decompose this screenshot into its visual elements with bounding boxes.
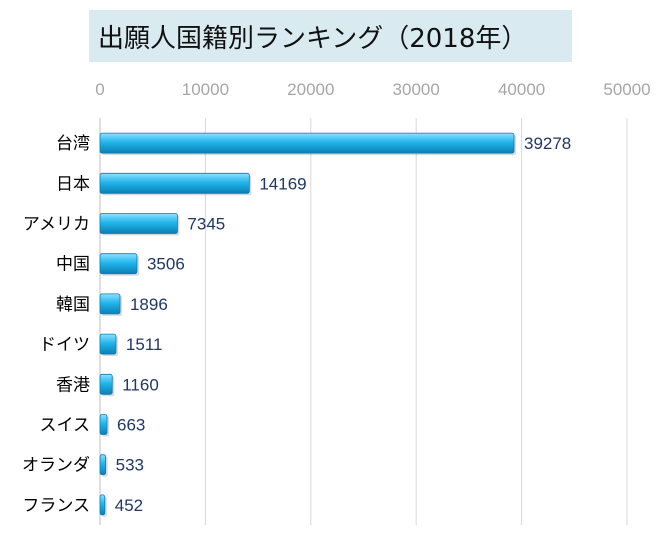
value-label: 7345	[187, 215, 225, 234]
value-label: 1511	[126, 335, 163, 354]
bar-10	[99, 494, 106, 516]
category-label: オランダ	[22, 456, 90, 476]
category-label: フランス	[22, 496, 90, 516]
value-label: 39278	[524, 134, 571, 153]
category-label: 香港	[56, 375, 90, 395]
x-tick-label: 50000	[603, 80, 650, 99]
value-label: 533	[116, 456, 144, 475]
category-label: ドイツ	[39, 335, 90, 355]
bar-2	[99, 172, 250, 194]
bar-7	[99, 373, 113, 395]
value-label: 663	[117, 416, 145, 435]
category-label: 中国	[56, 255, 90, 275]
bar-6	[99, 333, 117, 355]
value-label: 1160	[122, 375, 159, 394]
bar-8	[99, 414, 108, 435]
x-tick-label: 30000	[393, 80, 440, 99]
category-label: 韓国	[56, 295, 90, 315]
value-label: 14169	[259, 174, 306, 193]
x-tick-label: 10000	[182, 80, 229, 99]
category-label: アメリカ	[23, 215, 90, 235]
category-label: スイス	[40, 416, 91, 436]
value-label: 3506	[147, 255, 185, 274]
category-label: 台湾	[56, 134, 90, 154]
x-tick-label: 40000	[498, 80, 545, 99]
bar-9	[99, 454, 107, 476]
category-label: 日本	[56, 174, 90, 194]
x-tick-label: 0	[95, 80, 104, 99]
bar-4	[99, 253, 138, 275]
chart-title: 出願人国籍別ランキング（2018年）	[98, 24, 528, 54]
bar-3	[99, 213, 178, 234]
title-banner	[89, 10, 572, 62]
x-tick-label: 20000	[287, 80, 334, 99]
value-label: 1896	[130, 295, 168, 314]
bar-5	[99, 293, 121, 315]
value-label: 452	[115, 496, 143, 515]
bar-1	[99, 132, 515, 154]
